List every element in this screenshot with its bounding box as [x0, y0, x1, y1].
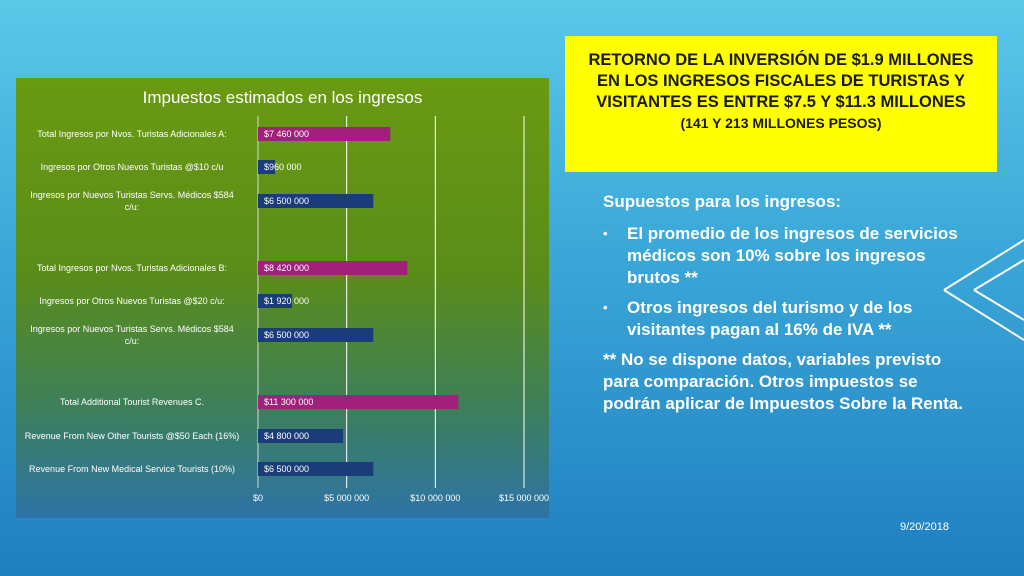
- x-tick-label: $5 000 000: [324, 493, 369, 503]
- slide-subtitle: (141 Y 213 MILLONES PESOS): [680, 115, 882, 131]
- chart-title: Impuestos estimados en los ingresos: [142, 88, 423, 107]
- bar: [258, 261, 408, 275]
- bar-value-label: $8 420 000: [264, 263, 309, 273]
- bar: [258, 160, 276, 174]
- x-tick-label: $10 000 000: [410, 493, 460, 503]
- bar-value-label: $6 500 000: [264, 464, 309, 474]
- bar-value-label: $960 000: [264, 162, 302, 172]
- category-label: Ingresos por Nuevos Turistas Servs. Médi…: [30, 324, 234, 334]
- category-label: Ingresos por Otros Nuevos Turistas @$10 …: [41, 162, 224, 172]
- slide-title-box: RETORNO DE LA INVERSIÓN DE $1.9 MILLONES…: [565, 36, 997, 172]
- bar-value-label: $11 300 000: [264, 397, 313, 407]
- bar: [258, 429, 344, 443]
- category-label: Ingresos por Otros Nuevos Turistas @$20 …: [39, 296, 224, 306]
- slide-title: RETORNO DE LA INVERSIÓN DE $1.9 MILLONES…: [588, 51, 974, 111]
- assumption-bullet: Otros ingresos del turismo y de los visi…: [603, 297, 963, 341]
- bar-value-label: $7 460 000: [264, 129, 309, 139]
- bar: [258, 328, 374, 342]
- x-tick-label: $15 000 000: [499, 493, 549, 503]
- assumptions-text: Supuestos para los ingresos: El promedio…: [603, 191, 963, 425]
- category-label: Total Ingresos por Nvos. Turistas Adicio…: [37, 263, 227, 273]
- category-label: Revenue From New Medical Service Tourist…: [29, 464, 235, 474]
- bar-value-label: $4 800 000: [264, 431, 309, 441]
- assumptions-list: El promedio de los ingresos de servicios…: [603, 223, 963, 341]
- x-tick-label: $0: [253, 493, 263, 503]
- chart-panel: $0 $5 000 000 $10 000 000 $15 000 000 Total …: [16, 78, 549, 518]
- bar-value-label: $6 500 000: [264, 196, 309, 206]
- bar-value-label: $6 500 000: [264, 330, 309, 340]
- bar: [258, 294, 293, 308]
- category-label: c/u:: [125, 336, 140, 346]
- bar: [258, 127, 391, 141]
- category-label: Ingresos por Nuevos Turistas Servs. Médi…: [30, 190, 234, 200]
- bar: [258, 395, 459, 409]
- bar: [258, 194, 374, 208]
- slide-date: 9/20/2018: [900, 521, 949, 533]
- category-label: Total Additional Tourist Revenues C.: [60, 397, 204, 407]
- category-label: Revenue From New Other Tourists @$50 Eac…: [25, 431, 240, 441]
- assumption-bullet: El promedio de los ingresos de servicios…: [603, 223, 963, 289]
- assumptions-heading: Supuestos para los ingresos:: [603, 192, 842, 211]
- footnote: ** No se dispone datos, variables previs…: [603, 350, 963, 413]
- category-label: c/u:: [125, 202, 140, 212]
- bar: [258, 462, 374, 476]
- bar-chart: $0 $5 000 000 $10 000 000 $15 000 000 Total …: [25, 116, 549, 503]
- bar-value-label: $1 920 000: [264, 296, 309, 306]
- category-label: Total Ingresos por Nvos. Turistas Adicio…: [37, 129, 227, 139]
